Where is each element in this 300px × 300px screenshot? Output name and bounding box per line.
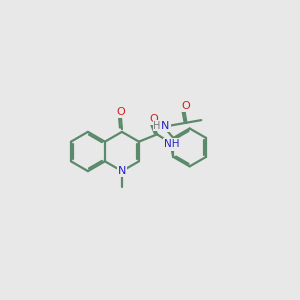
- Text: O: O: [116, 107, 125, 117]
- Text: O: O: [181, 101, 190, 111]
- Text: O: O: [149, 114, 158, 124]
- Text: N: N: [118, 166, 126, 176]
- Text: H: H: [154, 121, 161, 130]
- Text: NH: NH: [164, 140, 179, 149]
- Text: N: N: [161, 121, 170, 130]
